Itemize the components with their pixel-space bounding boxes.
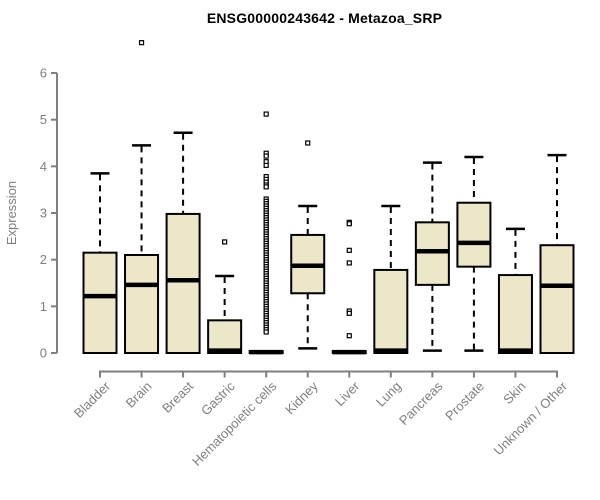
x-category-label: Liver [332,378,363,409]
outlier-point [305,140,311,146]
y-tick-label: 5 [40,112,47,127]
outlier-point [263,329,269,335]
y-tick-label: 4 [40,159,47,174]
outlier-point [263,111,269,117]
box-unknown-other [539,153,575,354]
x-category-label: Pancreas [396,378,446,428]
x-category-label: Brain [123,379,155,411]
x-category-label: Bladder [71,378,114,421]
x-category-label: Lung [373,379,404,410]
y-tick-label: 6 [40,66,47,81]
outlier-point [222,239,228,245]
box-rect [165,212,201,354]
outlier-point [346,260,352,266]
x-category-label: Prostate [442,379,487,424]
box-rect [207,319,243,355]
outlier-point [346,247,352,253]
x-category-label: Unknown / Other [491,378,571,458]
box-rect [456,201,492,268]
box-pancreas [414,161,450,352]
box-prostate [456,155,492,352]
box-kidney [290,140,326,350]
x-category-label: Breast [159,378,196,415]
box-lung [373,204,409,354]
box-gastric [207,239,243,355]
box-bladder [82,172,118,355]
box-brain [124,40,160,354]
box-rect [539,244,575,354]
y-axis-label: Expression [4,181,19,245]
y-tick-label: 3 [40,206,47,221]
box-hematopoietic-cells [248,111,284,355]
y-tick-label: 2 [40,252,47,267]
x-category-label: Gastric [198,378,238,418]
box-breast [165,131,201,354]
box-rect [124,254,160,354]
outlier-point [263,153,269,159]
box-rect [82,251,118,355]
outlier-point [138,40,145,46]
chart-title: ENSG00000243642 - Metazoa_SRP [206,10,443,26]
box-rect [497,274,533,355]
box-liver [331,219,367,355]
box-skin [497,227,533,355]
y-tick-label: 0 [40,346,47,361]
outlier-point [346,333,352,339]
x-category-label: Skin [500,379,528,407]
box-rect [373,268,409,354]
x-category-label: Kidney [282,378,321,417]
outlier-point [263,162,269,168]
y-tick-label: 1 [40,299,47,314]
box-rect [414,221,450,286]
outlier-point [263,184,269,190]
outlier-point [346,221,352,227]
outlier-point [346,310,352,316]
